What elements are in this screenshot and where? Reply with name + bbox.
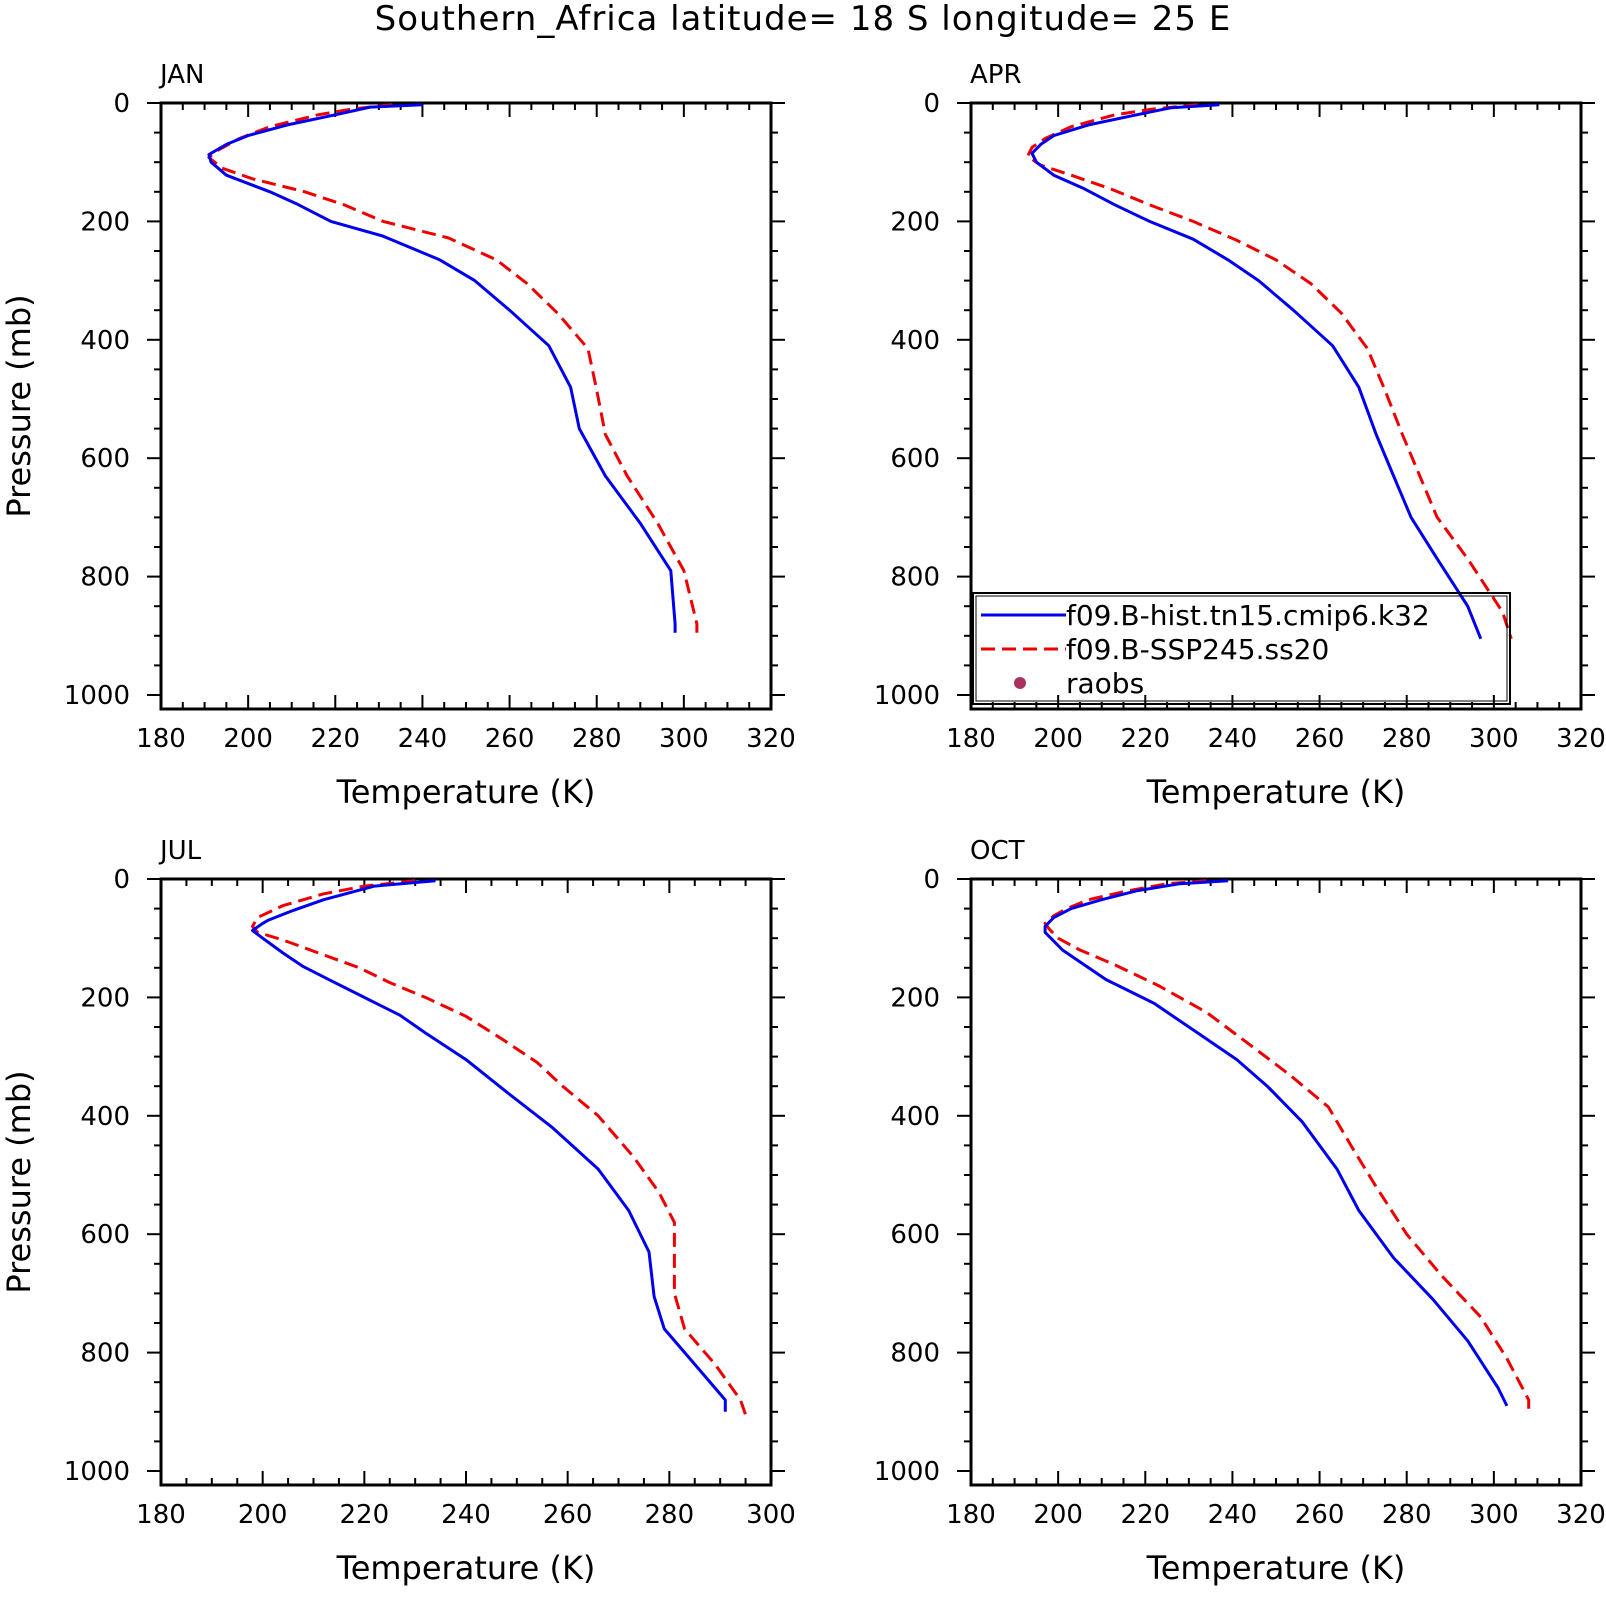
x-tick-label: 180 bbox=[136, 1500, 186, 1530]
series-line-hist bbox=[1030, 103, 1483, 640]
y-tick-label: 1000 bbox=[64, 681, 130, 711]
legend-box-inner bbox=[975, 595, 1508, 702]
x-axis-title: Temperature (K) bbox=[1146, 1549, 1406, 1587]
y-tick-label: 200 bbox=[890, 207, 940, 237]
x-tick-label: 220 bbox=[340, 1500, 390, 1530]
y-tick-label: 1000 bbox=[64, 1457, 130, 1487]
legend-label: raobs bbox=[1066, 667, 1144, 700]
x-axis-title: Temperature (K) bbox=[336, 773, 596, 811]
series-line-ssp245 bbox=[251, 879, 748, 1416]
panel-label: APR bbox=[970, 60, 1022, 90]
y-tick-label: 400 bbox=[890, 326, 940, 356]
panel-apr: 180 200 220 240 260 280 300 320 0 200 400 600 800 100… bbox=[874, 60, 1606, 811]
panel-jan: 180 200 220 240 260 280 300 320 0 200 400 600 800 100… bbox=[0, 60, 796, 811]
x-tick-label: 300 bbox=[659, 724, 709, 754]
x-tick-label: 240 bbox=[398, 724, 448, 754]
y-tick-label: 600 bbox=[80, 1220, 130, 1250]
x-tick-label: 260 bbox=[1295, 724, 1345, 754]
y-tick-label: 1000 bbox=[874, 1457, 940, 1487]
x-axis-title: Temperature (K) bbox=[336, 1549, 596, 1587]
x-tick-label: 280 bbox=[1382, 1500, 1432, 1530]
legend: f09.B-hist.tn15.cmip6.k32f09.B-SSP245.ss… bbox=[972, 592, 1511, 705]
x-tick-label: 220 bbox=[1120, 1500, 1170, 1530]
x-tick-label: 200 bbox=[238, 1500, 288, 1530]
legend-label: f09.B-hist.tn15.cmip6.k32 bbox=[1066, 599, 1430, 632]
y-tick-label: 600 bbox=[80, 444, 130, 474]
y-tick-label: 800 bbox=[80, 563, 130, 593]
series-line-hist bbox=[207, 103, 677, 633]
panel-jul: 180 200 220 240 260 280 300 0 200 400 600 800 1000 JU… bbox=[0, 836, 796, 1587]
x-tick-label: 200 bbox=[1033, 724, 1083, 754]
x-tick-label: 280 bbox=[645, 1500, 695, 1530]
y-tick-label: 0 bbox=[923, 89, 940, 119]
series-line-ssp245 bbox=[1026, 103, 1513, 640]
y-tick-label: 0 bbox=[923, 865, 940, 895]
y-tick-label: 600 bbox=[890, 444, 940, 474]
x-tick-label: 240 bbox=[1208, 1500, 1258, 1530]
legend-label: f09.B-SSP245.ss20 bbox=[1066, 633, 1329, 666]
series-line-ssp245 bbox=[1043, 879, 1531, 1409]
panel-label: JAN bbox=[158, 60, 204, 90]
series-line-ssp245 bbox=[207, 103, 699, 633]
x-tick-label: 260 bbox=[1295, 1500, 1345, 1530]
legend-box bbox=[972, 592, 1511, 705]
x-tick-label: 320 bbox=[746, 724, 796, 754]
panel-label: OCT bbox=[970, 836, 1025, 866]
plot-frame bbox=[159, 101, 773, 711]
y-tick-label: 600 bbox=[890, 1220, 940, 1250]
y-axis-title: Pressure (mb) bbox=[0, 1070, 38, 1293]
y-tick-label: 400 bbox=[890, 1102, 940, 1132]
legend-marker-raobs bbox=[1014, 677, 1026, 689]
x-tick-label: 320 bbox=[1556, 1500, 1606, 1530]
y-tick-label: 200 bbox=[890, 983, 940, 1013]
panel-label: JUL bbox=[158, 836, 202, 866]
x-tick-label: 180 bbox=[946, 1500, 996, 1530]
x-tick-label: 180 bbox=[136, 724, 186, 754]
x-tick-label: 220 bbox=[310, 724, 360, 754]
x-tick-label: 300 bbox=[746, 1500, 796, 1530]
y-tick-label: 800 bbox=[890, 1339, 940, 1369]
x-tick-label: 260 bbox=[543, 1500, 593, 1530]
x-tick-label: 280 bbox=[1382, 724, 1432, 754]
y-tick-label: 200 bbox=[80, 207, 130, 237]
y-tick-label: 400 bbox=[80, 326, 130, 356]
x-tick-label: 280 bbox=[572, 724, 622, 754]
x-tick-label: 320 bbox=[1556, 724, 1606, 754]
panel-oct: 180 200 220 240 260 280 300 320 0 200 400 600 800 100… bbox=[874, 836, 1606, 1587]
plot-frame bbox=[159, 877, 773, 1487]
x-tick-label: 200 bbox=[1033, 1500, 1083, 1530]
y-tick-label: 400 bbox=[80, 1102, 130, 1132]
x-tick-label: 260 bbox=[485, 724, 535, 754]
panels: 180 200 220 240 260 280 300 320 0 200 400 600 800 100… bbox=[0, 60, 1606, 1587]
plot-frame bbox=[969, 877, 1583, 1487]
series-line-hist bbox=[251, 879, 727, 1412]
x-tick-label: 240 bbox=[1208, 724, 1258, 754]
x-tick-label: 220 bbox=[1120, 724, 1170, 754]
y-axis-title: Pressure (mb) bbox=[0, 294, 38, 517]
series-line-hist bbox=[1043, 879, 1509, 1407]
y-tick-label: 0 bbox=[113, 865, 130, 895]
y-tick-label: 200 bbox=[80, 983, 130, 1013]
x-tick-label: 300 bbox=[1469, 724, 1519, 754]
figure-title: Southern_Africa latitude= 18 S longitude… bbox=[375, 0, 1232, 39]
y-tick-label: 800 bbox=[80, 1339, 130, 1369]
y-tick-label: 0 bbox=[113, 89, 130, 119]
y-tick-label: 800 bbox=[890, 563, 940, 593]
x-tick-label: 200 bbox=[223, 724, 273, 754]
x-tick-label: 240 bbox=[441, 1500, 491, 1530]
x-axis-title: Temperature (K) bbox=[1146, 773, 1406, 811]
y-tick-label: 1000 bbox=[874, 681, 940, 711]
x-tick-label: 180 bbox=[946, 724, 996, 754]
x-tick-label: 300 bbox=[1469, 1500, 1519, 1530]
